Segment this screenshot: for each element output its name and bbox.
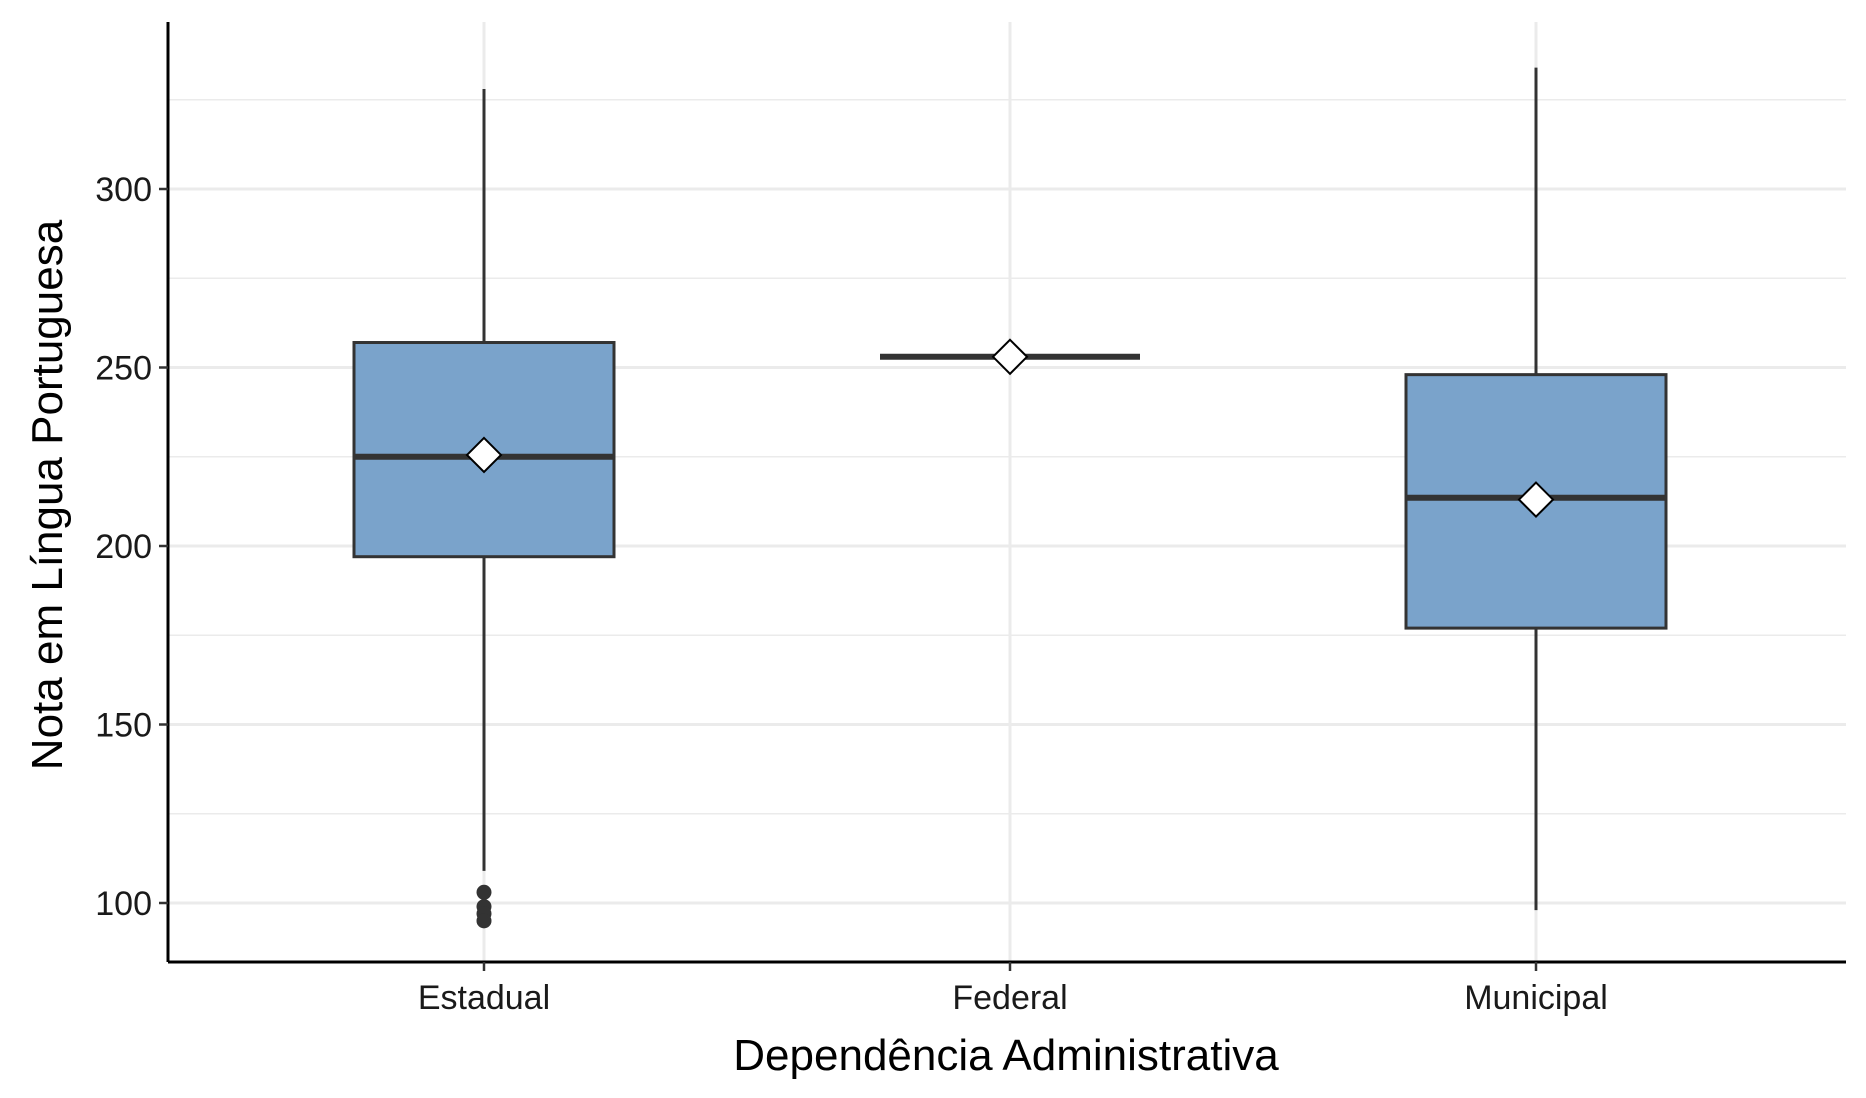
mean-marker <box>991 338 1029 376</box>
x-axis-ticks: Estadual Federal Municipal <box>418 962 1608 1017</box>
mean-marker <box>1517 481 1555 519</box>
x-tick-label: Federal <box>952 979 1067 1017</box>
outlier-point <box>476 884 492 900</box>
mean-marker <box>465 436 503 474</box>
x-tick-label: Municipal <box>1464 979 1608 1017</box>
x-axis-title: Dependência Administrativa <box>733 1031 1279 1080</box>
box-series <box>352 67 1668 929</box>
y-tick-label: 100 <box>95 885 152 923</box>
box-group-municipal <box>1404 67 1668 911</box>
y-tick-label: 150 <box>95 707 152 745</box>
y-tick-label: 200 <box>95 528 152 566</box>
y-tick-label: 250 <box>95 350 152 388</box>
y-axis-title: Nota em Língua Portuguesa <box>23 219 72 770</box>
x-tick-label: Estadual <box>418 979 550 1017</box>
outlier-point <box>476 913 492 929</box>
box-group-federal <box>880 338 1140 376</box>
y-tick-label: 300 <box>95 171 152 209</box>
y-axis-ticks: 100 150 200 250 300 <box>95 171 168 923</box>
box-group-estadual <box>352 89 616 929</box>
